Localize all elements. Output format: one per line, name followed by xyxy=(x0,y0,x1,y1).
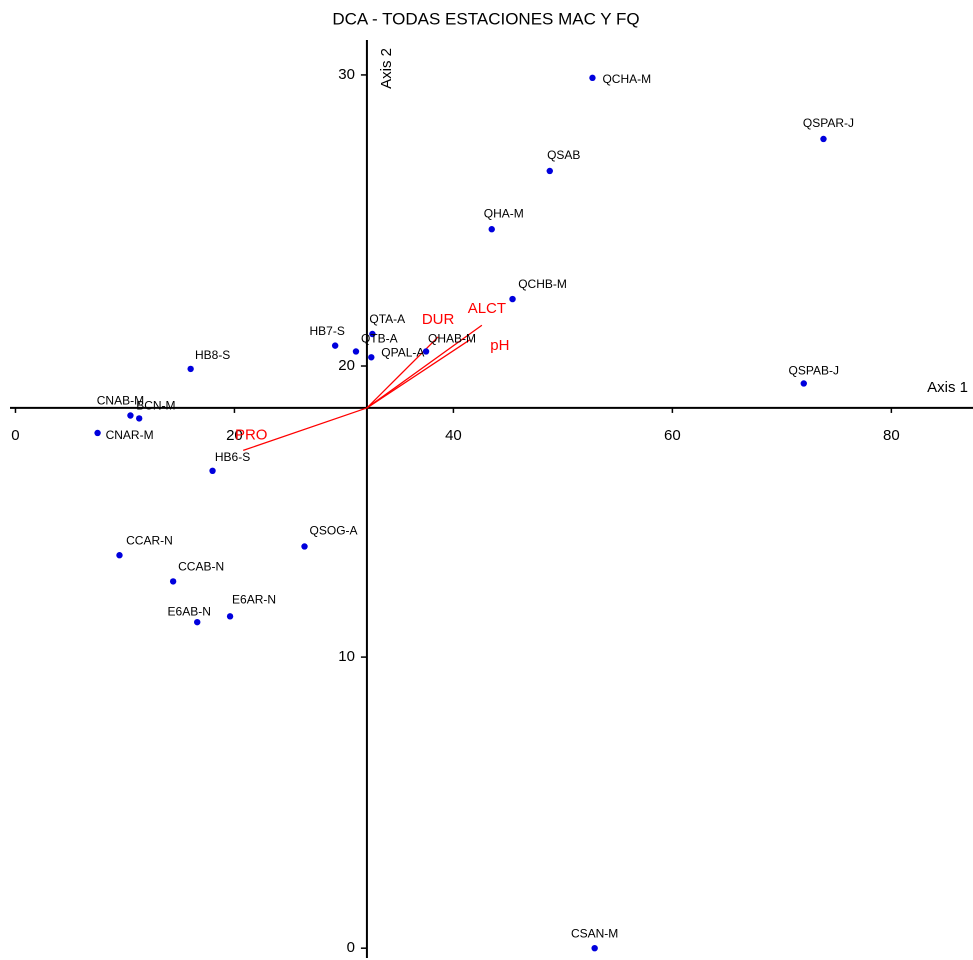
vector xyxy=(366,339,471,409)
point xyxy=(116,552,123,559)
point-label: BCN-M xyxy=(136,399,175,413)
x-tick-label: 60 xyxy=(664,427,681,444)
point-label: E6AB-N xyxy=(168,604,211,618)
y-tick-label: 20 xyxy=(338,357,355,374)
point-label: HB6-S xyxy=(215,450,250,464)
x-tick-label: 0 xyxy=(11,427,19,444)
point xyxy=(331,342,339,349)
y-axis-label: Axis 2 xyxy=(378,48,395,89)
point xyxy=(546,167,553,175)
point-label: QHAB-M xyxy=(428,332,476,346)
vector xyxy=(366,324,483,409)
point xyxy=(422,348,430,355)
x-axis-label: Axis 1 xyxy=(927,379,968,396)
point xyxy=(226,613,234,620)
y-tick-label: 0 xyxy=(347,939,355,956)
y-tick-label: 10 xyxy=(338,648,355,665)
point xyxy=(800,380,807,387)
point xyxy=(209,467,216,475)
point xyxy=(194,618,201,626)
point xyxy=(591,944,598,952)
point-label: QTA-A xyxy=(369,312,405,326)
vector-label: ALCT xyxy=(468,300,506,317)
point xyxy=(301,543,308,550)
point xyxy=(135,415,143,422)
point xyxy=(820,135,827,143)
x-tick-label: 40 xyxy=(445,427,462,444)
y-tick-label: 30 xyxy=(338,66,355,83)
point-label: QSOG-A xyxy=(310,524,358,538)
point xyxy=(352,348,360,355)
x-tick-label: 20 xyxy=(226,427,243,444)
point-label: E6AR-N xyxy=(232,593,276,607)
point xyxy=(509,295,516,303)
point xyxy=(94,429,101,437)
x-tick-label: 80 xyxy=(883,427,900,444)
point-label: CSAN-M xyxy=(571,926,618,940)
point-label: QSAB xyxy=(547,148,580,162)
point xyxy=(169,578,177,585)
point xyxy=(368,354,375,361)
point-label: QPAL-A xyxy=(381,345,424,359)
point-label: HB8-S xyxy=(195,348,230,362)
point xyxy=(589,74,596,82)
point-label: CCAR-N xyxy=(126,533,173,547)
chart-title: DCA - TODAS ESTACIONES MAC Y FQ xyxy=(332,9,639,28)
point-label: QSPAB-J xyxy=(789,364,839,378)
point xyxy=(369,330,376,338)
point-label: QTB-A xyxy=(361,332,398,346)
vector-label: pH xyxy=(490,337,509,354)
point xyxy=(187,365,194,373)
vector-label: PRO xyxy=(235,426,268,443)
point-label: HB7-S xyxy=(310,324,345,338)
point-label: QCHB-M xyxy=(518,277,567,291)
vector xyxy=(242,407,368,452)
point-label: CNAR-M xyxy=(106,428,154,442)
point-label: QHA-M xyxy=(484,206,524,220)
point-label: QSPAR-J xyxy=(803,116,854,130)
point xyxy=(488,226,495,233)
point-label: CCAB-N xyxy=(178,560,224,574)
point-label: CNAB-M xyxy=(97,394,144,408)
point-label: QCHA-M xyxy=(602,72,651,86)
point xyxy=(127,412,134,419)
vector-label: DUR xyxy=(422,311,455,328)
